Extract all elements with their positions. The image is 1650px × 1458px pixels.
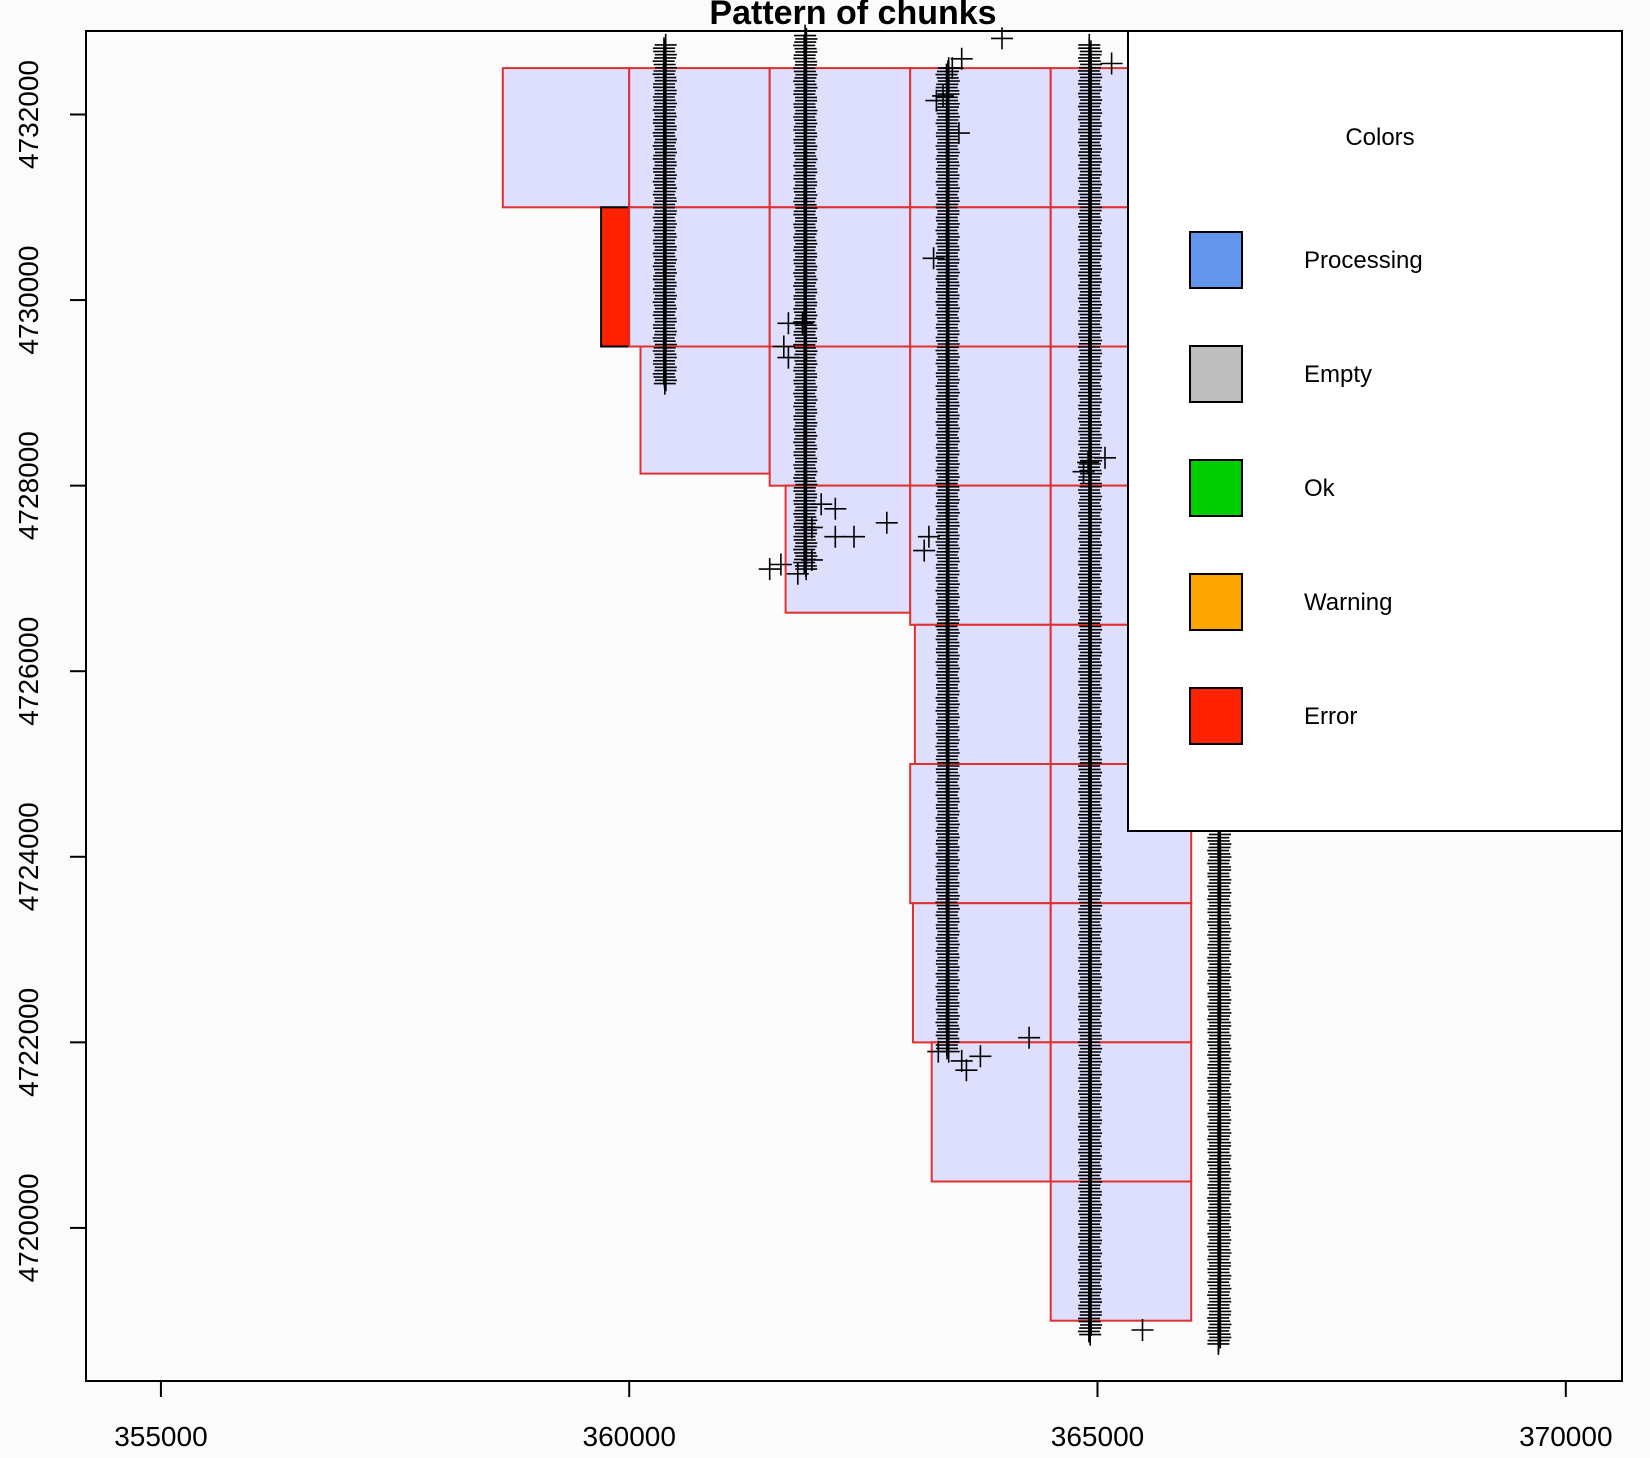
legend: Colors Processing Empty Ok Warning Error bbox=[1127, 30, 1623, 832]
chunk-22 bbox=[1049, 902, 1193, 1044]
point bbox=[1094, 446, 1116, 469]
y-tick-label: 4728000 bbox=[13, 431, 44, 540]
chunk-1 bbox=[628, 67, 771, 209]
legend-swatch-error bbox=[1189, 687, 1243, 745]
legend-swatch-warning bbox=[1189, 573, 1243, 631]
point bbox=[1072, 460, 1095, 483]
y-tick-label: 4726000 bbox=[13, 617, 44, 726]
point bbox=[1131, 1319, 1154, 1341]
point bbox=[917, 525, 940, 548]
point bbox=[653, 37, 675, 60]
point bbox=[1079, 40, 1102, 63]
x-tick-label: 360000 bbox=[583, 1421, 676, 1452]
point bbox=[654, 33, 677, 56]
point bbox=[922, 247, 945, 270]
y-tick-label: 4720000 bbox=[13, 1173, 44, 1282]
point bbox=[843, 525, 865, 548]
x-tick-label: 355000 bbox=[114, 1421, 207, 1452]
point bbox=[786, 562, 809, 585]
chunks-layer bbox=[501, 67, 1193, 1322]
point bbox=[941, 57, 964, 80]
point bbox=[875, 511, 898, 534]
point bbox=[927, 1040, 950, 1063]
point bbox=[947, 122, 970, 145]
legend-swatch-ok bbox=[1189, 459, 1243, 517]
chunk-3 bbox=[909, 67, 1052, 209]
point bbox=[769, 553, 792, 576]
point bbox=[777, 346, 800, 369]
point bbox=[810, 493, 833, 516]
point bbox=[1018, 1026, 1041, 1049]
chunk-8 bbox=[909, 206, 1052, 348]
point bbox=[772, 335, 795, 358]
point bbox=[758, 558, 781, 581]
legend-title: Colors bbox=[1345, 124, 1414, 151]
chunk-5 bbox=[600, 206, 631, 348]
point bbox=[935, 63, 958, 86]
point bbox=[1078, 33, 1101, 56]
y-tick-label: 4730000 bbox=[13, 246, 44, 355]
point bbox=[800, 548, 823, 571]
chunk-2 bbox=[768, 67, 912, 209]
chunk-23 bbox=[930, 1041, 1052, 1183]
chunk-0 bbox=[501, 67, 631, 209]
y-tick-label: 4724000 bbox=[13, 802, 44, 911]
axes-layer: 355000 360000 365000 370000 4720000 4722000 47… bbox=[13, 30, 1623, 1452]
points-layer bbox=[652, 24, 1232, 1355]
point bbox=[913, 539, 936, 562]
point bbox=[969, 1045, 992, 1068]
chunk-12 bbox=[909, 345, 1052, 487]
legend-label-error: Error bbox=[1304, 703, 1357, 730]
chunk-10 bbox=[639, 345, 771, 475]
point bbox=[1100, 52, 1123, 75]
x-tick-label: 365000 bbox=[1051, 1421, 1144, 1452]
point bbox=[793, 34, 816, 57]
chunk-6 bbox=[628, 206, 771, 348]
point bbox=[950, 1049, 973, 1072]
point bbox=[794, 24, 817, 47]
chunk-15 bbox=[909, 484, 1052, 626]
chunk-25 bbox=[1049, 1180, 1193, 1322]
chunk-7 bbox=[768, 206, 912, 348]
legend-swatch-processing bbox=[1189, 231, 1243, 289]
chunk-24 bbox=[1049, 1041, 1193, 1183]
point bbox=[955, 1059, 978, 1082]
point bbox=[791, 312, 814, 335]
point bbox=[800, 516, 823, 539]
legend-label-warning: Warning bbox=[1304, 589, 1392, 616]
chunk-19 bbox=[909, 763, 1052, 905]
point bbox=[1077, 451, 1100, 474]
chunk-21 bbox=[912, 902, 1052, 1044]
point bbox=[824, 497, 847, 520]
legend-label-empty: Empty bbox=[1304, 361, 1372, 388]
legend-swatch-empty bbox=[1189, 345, 1243, 403]
x-tick-label: 370000 bbox=[1519, 1421, 1612, 1452]
point bbox=[932, 84, 954, 107]
legend-label-ok: Ok bbox=[1304, 475, 1336, 502]
point bbox=[950, 47, 973, 70]
chart-title: Pattern of chunks bbox=[709, 0, 996, 32]
chunk-17 bbox=[913, 623, 1052, 765]
point bbox=[824, 525, 847, 548]
chunk-11 bbox=[768, 345, 912, 487]
y-tick-label: 4722000 bbox=[13, 988, 44, 1097]
legend-label-processing: Processing bbox=[1304, 247, 1423, 274]
y-tick-label: 4732000 bbox=[13, 60, 44, 169]
